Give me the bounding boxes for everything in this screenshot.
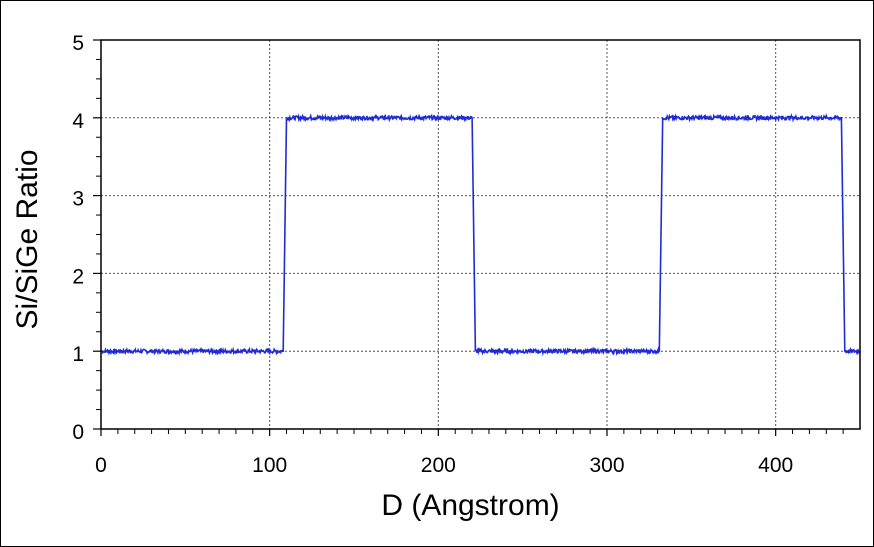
x-axis-ticks: 0 100 200 300 400	[95, 429, 793, 477]
y-tick-label: 3	[72, 188, 84, 211]
x-tick-label: 0	[95, 454, 107, 477]
y-tick-label: 2	[72, 265, 84, 288]
y-tick-label: 1	[72, 343, 84, 366]
y-tick-label: 4	[72, 110, 84, 133]
x-axis-title: D (Angstrom)	[381, 489, 559, 522]
plot-area-border	[100, 39, 861, 430]
minor-ticks	[96, 58, 844, 434]
y-tick-label: 5	[72, 32, 84, 55]
y-tick-label: 0	[72, 421, 84, 444]
y-axis-ticks: 0 1 2 3 4 5	[72, 32, 101, 444]
x-tick-label: 400	[758, 454, 793, 477]
x-tick-label: 200	[421, 454, 456, 477]
x-tick-label: 100	[252, 454, 287, 477]
series-line	[101, 112, 861, 357]
grid	[101, 40, 860, 429]
x-tick-label: 300	[589, 454, 624, 477]
y-axis-title: Si/SiGe Ratio	[11, 149, 44, 329]
